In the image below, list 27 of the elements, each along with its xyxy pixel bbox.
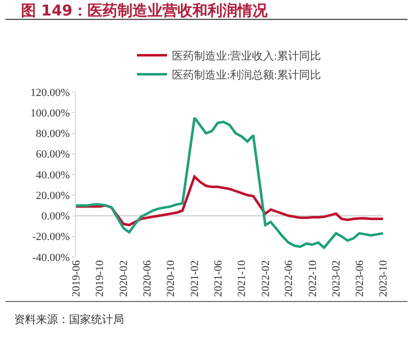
x-tick-label: 2020-10: [165, 260, 178, 297]
x-tick-label: 2019-10: [94, 260, 106, 297]
y-tick-label: 0.00%: [41, 210, 70, 223]
text: 资料来源：国家统计局: [14, 313, 124, 326]
y-tick-label: 40.00%: [36, 169, 70, 182]
x-tick-label: 2021-02: [189, 260, 202, 297]
y-tick-label: 60.00%: [36, 148, 70, 161]
x-tick-label: 2023-06: [354, 260, 366, 297]
legend-label: 医药制造业:利润总额:累计同比: [172, 68, 322, 82]
x-tick-label: 2023-02: [330, 260, 343, 297]
y-tick-label: 100.00%: [30, 107, 70, 120]
y-tick-label: 120.00%: [30, 86, 70, 99]
y-tick-label: -20.00%: [32, 231, 70, 244]
y-tick-label: -40.00%: [32, 252, 70, 264]
legend-label: 医药制造业:营业收入:累计同比: [172, 49, 322, 62]
x-tick-label: 2021-06: [212, 260, 224, 297]
x-tick-label: 2022-02: [260, 260, 272, 297]
x-tick-label: 2021-10: [236, 260, 248, 297]
x-tick-label: 2022-06: [283, 260, 296, 297]
x-tick-label: 2020-02: [118, 260, 130, 297]
x-tick-label: 2020-06: [142, 260, 154, 297]
x-tick-label: 2022-10: [306, 260, 319, 297]
y-tick-label: 80.00%: [36, 128, 70, 140]
y-tick-label: 20.00%: [36, 190, 70, 202]
chart-title: 图 149：医药制造业营收和利润情况: [20, 2, 268, 20]
x-tick-label: 2023-10: [378, 260, 390, 297]
x-tick-label: 2019-06: [70, 260, 83, 297]
